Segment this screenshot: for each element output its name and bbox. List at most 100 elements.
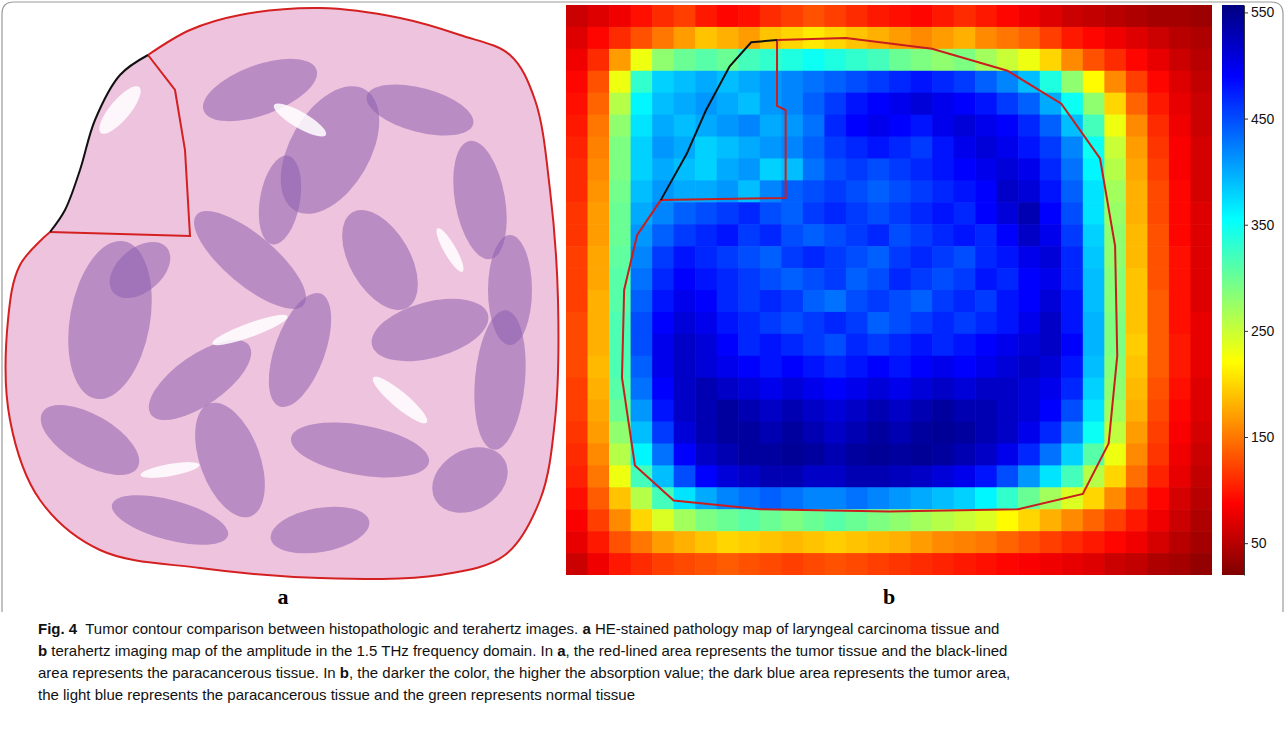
heatmap-cell <box>824 487 846 510</box>
heatmap-cell <box>717 5 739 28</box>
heatmap-cell <box>1061 224 1083 247</box>
heatmap-cell <box>1126 246 1148 269</box>
heatmap-cell <box>1126 180 1148 203</box>
heatmap-cell <box>738 115 760 138</box>
heatmap-cell <box>738 137 760 160</box>
caption-segment: , the red-lined area represents the tumo… <box>566 642 1008 659</box>
heatmap-cell <box>954 487 976 510</box>
heatmap-cell <box>975 137 997 160</box>
tissue-patch <box>361 75 479 146</box>
heatmap-cell <box>975 465 997 488</box>
heatmap-cell <box>1018 224 1040 247</box>
heatmap-cell <box>652 268 674 291</box>
heatmap-cell <box>889 93 911 116</box>
heatmap-cell <box>824 334 846 357</box>
heatmap-cell <box>975 224 997 247</box>
heatmap-cell <box>566 27 588 50</box>
heatmap-cell <box>997 246 1019 269</box>
heatmap-cell <box>889 158 911 181</box>
heatmap-cell <box>889 202 911 225</box>
tissue-patch <box>267 500 373 561</box>
heatmap-cell <box>652 137 674 160</box>
heatmap-cell <box>1040 443 1062 466</box>
heatmap-cell <box>1061 531 1083 554</box>
heatmap-cell <box>631 27 653 50</box>
heatmap-cell <box>954 93 976 116</box>
heatmap-cell <box>717 158 739 181</box>
heatmap-cell <box>1040 5 1062 28</box>
heatmap-cell <box>1126 378 1148 401</box>
colorbar-tick-mark <box>1244 12 1248 13</box>
heatmap-cell <box>1083 268 1105 291</box>
heatmap-cell <box>588 356 610 379</box>
heatmap-cell <box>1169 334 1191 357</box>
heatmap-cell <box>781 443 803 466</box>
heatmap-cell <box>846 290 868 313</box>
caption-line: Fig. 4 Tumor contour comparison between … <box>38 620 999 637</box>
heatmap-cell <box>631 202 653 225</box>
heatmap-cell <box>1126 334 1148 357</box>
heatmap-cell <box>1083 465 1105 488</box>
heatmap-cell <box>781 268 803 291</box>
heatmap-cell <box>609 5 631 28</box>
heatmap-cell <box>1190 356 1212 379</box>
heatmap-cell <box>1147 27 1169 50</box>
heatmap-cell <box>1083 71 1105 94</box>
heatmap-cell <box>695 356 717 379</box>
heatmap-cell <box>846 443 868 466</box>
heatmap-cell <box>975 356 997 379</box>
heatmap-cell <box>1126 224 1148 247</box>
heatmap-cell <box>1083 180 1105 203</box>
heatmap-cell <box>1126 158 1148 181</box>
heatmap-cell <box>760 137 782 160</box>
heatmap-cell <box>997 290 1019 313</box>
heatmap-cell <box>717 356 739 379</box>
heatmap-cell <box>911 443 933 466</box>
heatmap-cell <box>1083 443 1105 466</box>
heatmap-cell <box>1104 531 1126 554</box>
heatmap-cell <box>932 553 954 575</box>
heatmap-cell <box>1061 93 1083 116</box>
heatmap-cell <box>738 290 760 313</box>
heatmap-cell <box>1147 93 1169 116</box>
heatmap-cell <box>975 71 997 94</box>
colorbar-tick: 450 <box>1244 111 1275 127</box>
heatmap-cell <box>954 422 976 445</box>
heatmap-cell <box>738 71 760 94</box>
heatmap-cell <box>824 553 846 575</box>
heatmap-cell <box>588 27 610 50</box>
heatmap-cell <box>975 93 997 116</box>
heatmap-cell <box>1083 290 1105 313</box>
heatmap-cell <box>803 202 825 225</box>
heatmap-cell <box>760 202 782 225</box>
heatmap-cell <box>889 531 911 554</box>
heatmap-cell <box>674 334 696 357</box>
heatmap-cell <box>1061 158 1083 181</box>
heatmap-cell <box>889 268 911 291</box>
heatmap-cell <box>932 71 954 94</box>
heatmap-cell <box>652 531 674 554</box>
heatmap-cell <box>652 71 674 94</box>
heatmap-cell <box>674 115 696 138</box>
heatmap-cell <box>889 290 911 313</box>
heatmap-cell <box>717 334 739 357</box>
heatmap-cell <box>566 5 588 28</box>
heatmap-cell <box>738 531 760 554</box>
heatmap-cell <box>1018 137 1040 160</box>
heatmap-cell <box>695 422 717 445</box>
heatmap-cell <box>1018 202 1040 225</box>
heatmap-cell <box>760 378 782 401</box>
heatmap-cell <box>695 553 717 575</box>
heatmap-cell <box>781 487 803 510</box>
colorbar-tick-mark <box>1244 543 1248 544</box>
heatmap-cell <box>997 268 1019 291</box>
heatmap-cell <box>1169 71 1191 94</box>
heatmap-cell <box>609 246 631 269</box>
heatmap-cell <box>1040 27 1062 50</box>
heatmap-cell <box>760 465 782 488</box>
heatmap-cell <box>631 400 653 423</box>
heatmap-cell <box>695 246 717 269</box>
heatmap-cell <box>824 268 846 291</box>
heatmap-cell <box>588 334 610 357</box>
heatmap-cell <box>867 158 889 181</box>
